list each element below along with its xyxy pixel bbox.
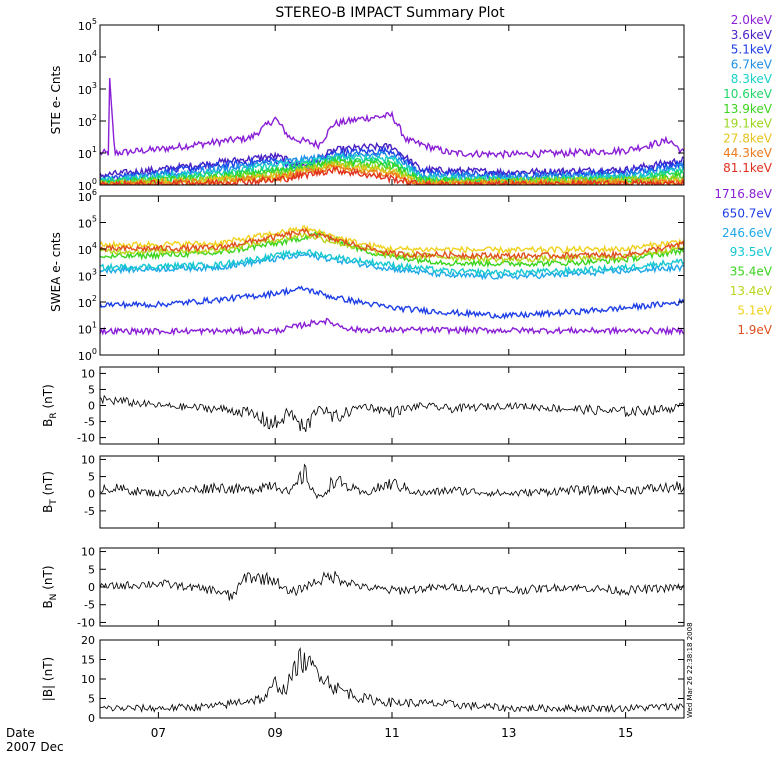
bt-ytick-label: -5 — [84, 505, 95, 518]
bt-ytick-label: 5 — [88, 471, 95, 484]
bmag-ytick-label: 10 — [81, 673, 95, 686]
swea-legend-93-5eV: 93.5eV — [730, 245, 773, 259]
bt-series-0 — [100, 463, 684, 500]
swea-series-13-4eV — [100, 231, 684, 265]
bmag-ylabel: |B| (nT) — [41, 657, 55, 701]
ste-ytick-label: 102 — [78, 113, 97, 129]
ste-series-44-3keV — [100, 163, 684, 185]
ste-ytick-label: 104 — [78, 49, 97, 65]
swea-legend-35-4eV: 35.4eV — [730, 265, 773, 279]
xtick-label-15: 15 — [618, 726, 633, 740]
xtick-label-09: 09 — [268, 726, 283, 740]
bn-series-0 — [100, 571, 684, 601]
ste-legend-13-9keV: 13.9keV — [723, 102, 773, 116]
swea-ytick-label: 102 — [78, 294, 97, 310]
bmag-ytick-label: 5 — [88, 693, 95, 706]
ste-ytick-label: 105 — [78, 17, 97, 33]
swea-ytick-label: 101 — [78, 321, 97, 337]
bn-ytick-label: -10 — [77, 616, 95, 629]
swea-series-1-9eV — [100, 227, 684, 261]
bn-ylabel: BN (nT) — [41, 565, 59, 608]
bn-ytick-label: 5 — [88, 563, 95, 576]
ste-ytick-label: 103 — [78, 81, 97, 97]
month-label: 2007 Dec — [6, 740, 64, 754]
swea-ytick-label: 100 — [78, 347, 97, 363]
ste-series-8-3keV — [100, 152, 684, 185]
br-ylabel: BR (nT) — [41, 384, 59, 427]
br-ytick-label: -5 — [84, 416, 95, 429]
ste-ytick-label: 101 — [78, 145, 97, 161]
ste-legend-27-8keV: 27.8keV — [723, 131, 773, 145]
bt-ytick-label: 10 — [81, 453, 95, 466]
ste-legend-2-0keV: 2.0keV — [731, 13, 773, 27]
date-label: Date — [6, 726, 35, 740]
ste-legend-5-1keV: 5.1keV — [731, 43, 773, 57]
br-ytick-label: 5 — [88, 383, 95, 396]
br-series-0 — [100, 394, 684, 433]
bn-ytick-label: 0 — [88, 581, 95, 594]
swea-legend-13-4eV: 13.4eV — [730, 284, 773, 298]
swea-legend-246-6eV: 246.6eV — [722, 226, 773, 240]
panel-ste: STE e- Cnts 100 101 102 103 104 105 2.0keV3.6k… — [49, 13, 773, 193]
panel-br: -10 -5 0 5 10 BR (nT) — [41, 366, 685, 445]
swea-ylabel: SWEA e- cnts — [49, 232, 63, 312]
timestamp-vertical: Wed Mar 26 22:38:18 2008 — [686, 622, 694, 718]
ste-legend-44-3keV: 44.3keV — [723, 146, 773, 160]
panel-bmag: 0 5 10 15 20 |B| (nT) — [41, 634, 685, 725]
swea-series-93-5eV — [100, 248, 684, 278]
swea-legend-5-1eV: 5.1eV — [737, 303, 772, 317]
swea-series-1716-8eV — [100, 317, 684, 337]
ste-legend-10-6keV: 10.6keV — [723, 87, 773, 101]
bmag-ytick-label: 15 — [81, 654, 95, 667]
br-ytick-label: 0 — [88, 400, 95, 413]
swea-ytick-label: 105 — [78, 215, 97, 231]
swea-series-5-1eV — [100, 224, 684, 255]
bt-ylabel: BT (nT) — [41, 471, 59, 513]
xtick-label-07: 07 — [151, 726, 166, 740]
ste-ytick-label: 100 — [78, 177, 97, 193]
ste-series-2-0keV — [100, 78, 684, 160]
swea-series-650-7eV — [100, 285, 684, 320]
panel-swea: SWEA e- cnts 100 101 102 103 104 105 106 1716.8… — [49, 187, 773, 363]
br-ytick-label: 10 — [81, 367, 95, 380]
bn-ytick-label: -5 — [84, 599, 95, 612]
swea-ytick-label: 106 — [78, 188, 97, 204]
swea-legend-650-7eV: 650.7eV — [722, 206, 773, 220]
ste-ylabel: STE e- Cnts — [49, 66, 63, 135]
panel-bn: -10 -5 0 5 10 BN (nT) — [41, 546, 685, 629]
xtick-label-13: 13 — [501, 726, 516, 740]
bmag-ytick-label: 0 — [88, 712, 95, 725]
ste-legend-81-1keV: 81.1keV — [723, 161, 773, 175]
ste-legend-19-1keV: 19.1keV — [723, 117, 773, 131]
xtick-label-11: 11 — [384, 726, 399, 740]
swea-ytick-label: 103 — [78, 268, 97, 284]
br-ytick-label: -10 — [77, 432, 95, 445]
ste-legend-6-7keV: 6.7keV — [731, 57, 773, 71]
panel-bt: -5 0 5 10 BT (nT) — [41, 453, 685, 529]
ste-series-81-1keV — [100, 165, 684, 185]
swea-legend-1716-8eV: 1716.8eV — [714, 187, 772, 201]
bt-ytick-label: 0 — [88, 488, 95, 501]
plot-title: STEREO-B IMPACT Summary Plot — [275, 5, 505, 21]
swea-ytick-label: 104 — [78, 241, 97, 257]
ste-legend-3-6keV: 3.6keV — [731, 28, 773, 42]
swea-series-246-6eV — [100, 251, 684, 281]
ste-legend-8-3keV: 8.3keV — [731, 72, 773, 86]
swea-legend-1-9eV: 1.9eV — [737, 323, 772, 337]
bmag-ytick-label: 20 — [81, 634, 95, 647]
bmag-series-0 — [100, 646, 684, 713]
bn-ytick-label: 10 — [81, 546, 95, 559]
